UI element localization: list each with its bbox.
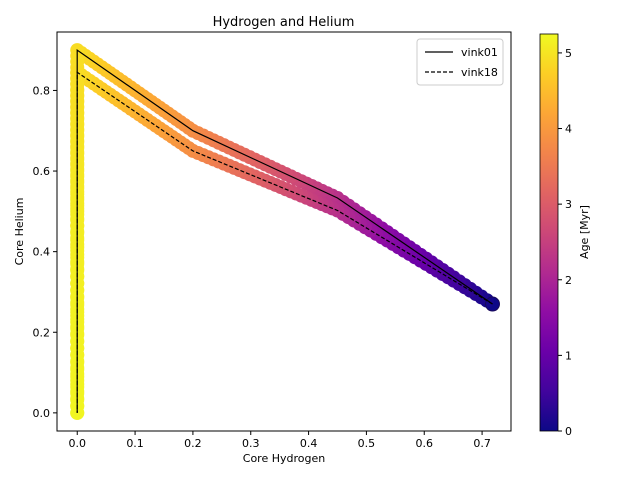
x-tick-label: 0.3 [242,437,260,450]
series-lines [76,48,493,413]
colorbar-tick-label: 0 [565,425,572,438]
series-line-vink01 [76,48,493,413]
y-axis-label: Core Helium [13,198,26,266]
legend-frame [416,38,504,86]
y-tick-label: 0.2 [33,326,51,339]
colorbar: 0 1 2 3 4 5 Age [Myr] [539,33,591,438]
y-tick-label: 0.6 [33,165,51,178]
chart-title: Hydrogen and Helium [213,15,355,30]
colorbar-tick-label: 4 [565,123,572,136]
plot-area-frame [56,31,512,432]
legend: vink01 vink18 [416,38,504,86]
colorbar-tick-label: 5 [565,47,572,60]
x-axis: 0.0 0.1 0.2 0.3 0.4 0.5 0.6 0.7 [68,431,491,450]
x-tick-label: 0.2 [184,437,202,450]
colorbar-ticks: 0 1 2 3 4 5 [558,47,572,438]
x-tick-label: 0.6 [415,437,433,450]
colorbar-tick-label: 3 [565,198,572,211]
x-tick-label: 0.5 [358,437,376,450]
y-tick-label: 0.0 [33,407,51,420]
x-tick-label: 0.0 [68,437,86,450]
legend-label-vink18: vink18 [461,66,498,79]
series-line-vink18 [76,71,493,413]
colorbar-tick-label: 2 [565,274,572,287]
scatter-points [70,43,500,420]
x-tick-label: 0.4 [300,437,318,450]
x-tick-label: 0.7 [473,437,491,450]
legend-label-vink01: vink01 [461,46,498,59]
y-tick-label: 0.8 [33,84,51,97]
colorbar-gradient [539,33,559,432]
y-tick-label: 0.4 [33,246,51,259]
colorbar-tick-label: 1 [565,349,572,362]
x-axis-label: Core Hydrogen [243,452,325,465]
scatter-start-marker [484,296,500,312]
y-axis: 0.0 0.2 0.4 0.6 0.8 [33,84,57,420]
x-tick-label: 0.1 [126,437,144,450]
colorbar-label: Age [Myr] [578,205,591,259]
